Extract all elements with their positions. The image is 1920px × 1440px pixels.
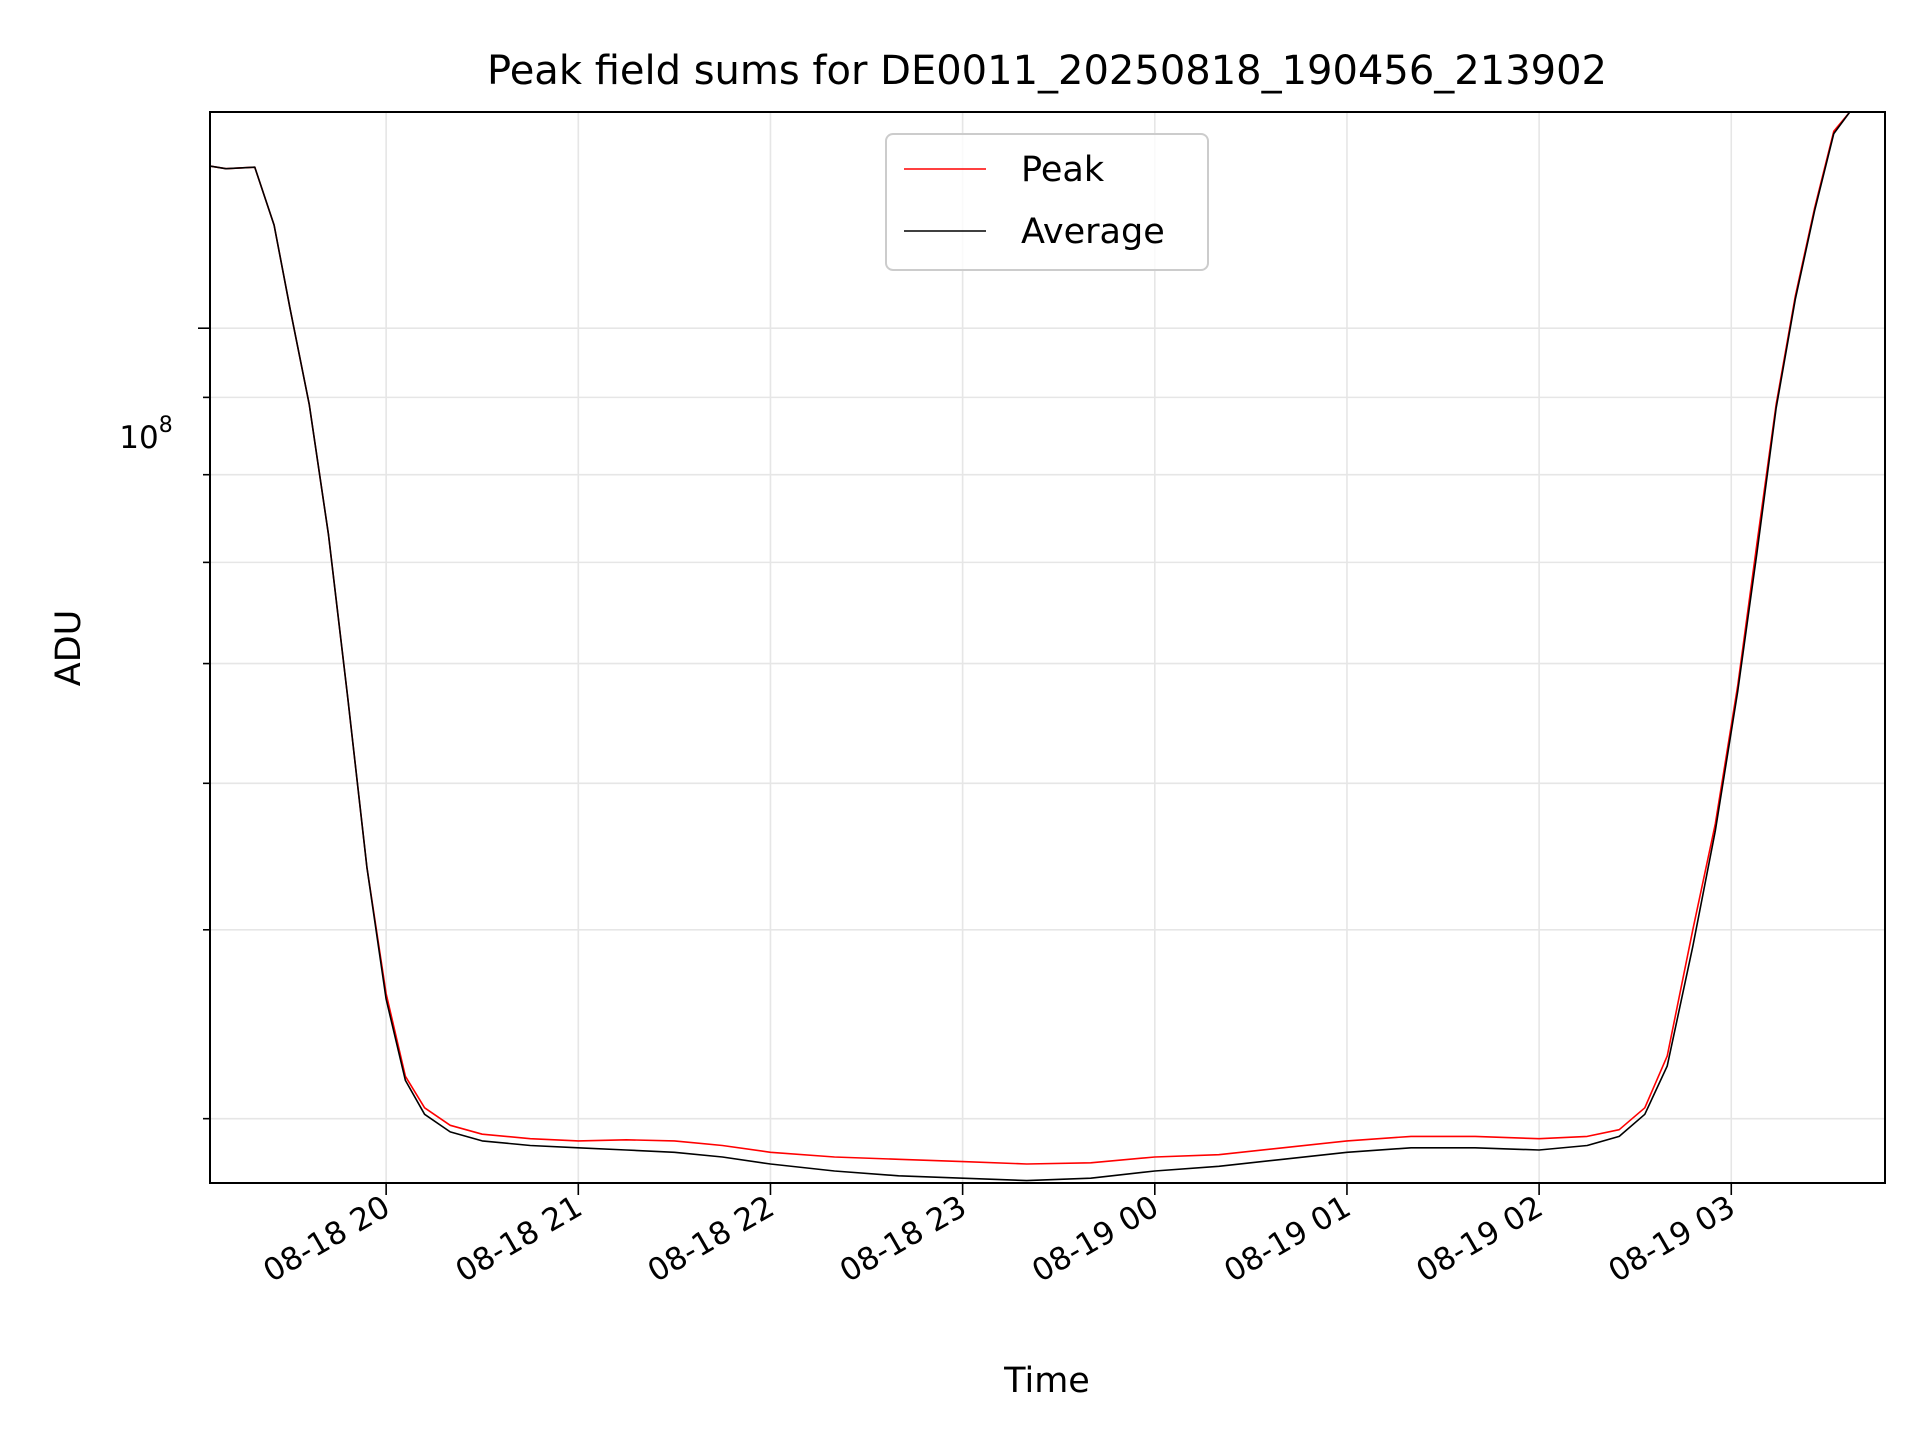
x-axis-label: Time	[1003, 1361, 1090, 1401]
grid	[210, 112, 1885, 1183]
ticks	[198, 327, 1733, 1195]
legend-label-average: Average	[1021, 212, 1165, 252]
legend: Peak Average	[885, 133, 1209, 271]
series-group	[209, 111, 1851, 1182]
legend-box	[885, 133, 1209, 271]
series-line-average	[209, 111, 1851, 1182]
plot-frame	[209, 111, 1886, 1184]
y-tick-label-major: 108	[119, 413, 172, 456]
y-tick-label-base: 10	[119, 420, 158, 456]
legend-label-peak: Peak	[1021, 150, 1105, 190]
y-axis-label: ADU	[49, 610, 89, 687]
y-tick-label-exponent: 8	[159, 413, 173, 438]
chart-title: Peak field sums for DE0011_20250818_1904…	[487, 48, 1607, 94]
